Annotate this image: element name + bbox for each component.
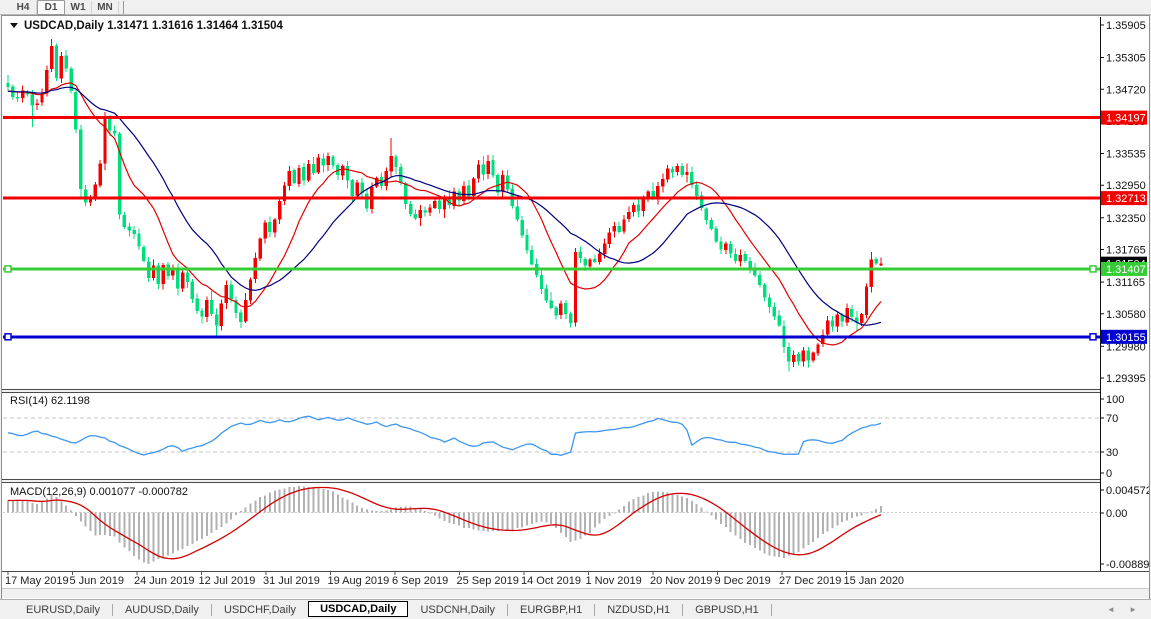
date-label: 31 Jul 2019 [263, 575, 320, 587]
rsi-axis-label: 30 [1106, 447, 1118, 459]
macd-label: MACD(12,26,9) 0.001077 -0.000782 [10, 486, 188, 498]
tab-gbpusd[interactable]: GBPUSD,H1 [695, 603, 759, 616]
toolbar-separator [123, 0, 124, 14]
hline-handle[interactable] [1089, 333, 1097, 341]
tab-separator [111, 603, 113, 616]
macd-signal-line [8, 486, 882, 560]
tab-eurgbp[interactable]: EURGBP,H1 [520, 603, 583, 616]
date-label: 12 Jul 2019 [199, 575, 256, 587]
chart-tab-bar: EURUSD,Daily AUDUSD,Daily USDCHF,Daily USDC… [0, 599, 1151, 619]
tab-usdcad[interactable]: USDCAD,Daily [308, 601, 409, 617]
chart-window: USDCAD,Daily 1.31471 1.31616 1.31464 1.3… [1, 15, 1150, 600]
price-badge-support-green [1101, 261, 1147, 276]
tab-scroll-arrows[interactable]: ◄ ► [1106, 605, 1143, 614]
tab-eurusd[interactable]: EURUSD,Daily [26, 603, 100, 616]
rsi-axis-label: 0 [1106, 468, 1112, 480]
hline-handle[interactable] [4, 333, 12, 341]
date-axis[interactable]: 17 May 2019 5 Jun 2019 24 Jun 2019 12 Jul 2… [5, 572, 904, 587]
axis-tick-label: 1.33535 [1106, 149, 1146, 161]
tab-separator [507, 603, 509, 616]
date-label: 14 Oct 2019 [521, 575, 581, 587]
date-label: 20 Nov 2019 [650, 575, 712, 587]
rsi-axis-label: 100 [1106, 394, 1124, 406]
axis-tick-label: 1.34720 [1106, 84, 1146, 96]
timeframe-button-w1[interactable]: W1 [65, 0, 92, 14]
axis-tick-label: 1.29395 [1106, 373, 1146, 385]
symbol-title: USDCAD,Daily 1.31471 1.31616 1.31464 1.3… [24, 20, 284, 32]
macd-axis-label: -0.008893 [1106, 559, 1149, 571]
date-label: 15 Jan 2020 [844, 575, 905, 587]
price-badge-support-blue-text: 1.30155 [1106, 332, 1146, 344]
tab-separator [682, 603, 684, 616]
date-label: 9 Dec 2019 [715, 575, 771, 587]
hline-handle[interactable] [1089, 265, 1097, 273]
price-badge-resistance-2 [1101, 191, 1147, 206]
date-label: 6 Sep 2019 [392, 575, 448, 587]
timeframe-button-d1[interactable]: D1 [37, 0, 65, 15]
macd-pane[interactable] [3, 485, 1100, 565]
macd-axis-label: 0.004572 [1106, 485, 1149, 497]
timeframe-toolbar: H4 D1 W1 MN [0, 0, 1151, 15]
date-label: 24 Jun 2019 [134, 575, 195, 587]
date-label: 17 May 2019 [5, 575, 69, 587]
price-axis[interactable]: 1.359051.353051.347201.341351.335351.329… [1100, 16, 1149, 571]
tab-nzdusd[interactable]: NZDUSD,H1 [607, 603, 671, 616]
chart-title: USDCAD,Daily 1.31471 1.31616 1.31464 1.3… [10, 20, 284, 32]
axis-tick-label: 1.29980 [1106, 341, 1146, 353]
ma-slow-line [7, 86, 882, 326]
tab-usdcnh[interactable]: USDCNH,Daily [420, 603, 496, 616]
date-label: 19 Aug 2019 [328, 575, 390, 587]
axis-tick-label: 1.31765 [1106, 245, 1146, 257]
price-badge-support-blue [1101, 329, 1147, 344]
date-label: 5 Jun 2019 [70, 575, 124, 587]
date-label: 27 Dec 2019 [779, 575, 841, 587]
date-label: 25 Sep 2019 [457, 575, 519, 587]
hline-handle[interactable] [4, 265, 12, 273]
tab-separator [210, 603, 212, 616]
chart-area[interactable]: USDCAD,Daily 1.31471 1.31616 1.31464 1.3… [2, 16, 1149, 598]
rsi-axis-label: 70 [1106, 413, 1118, 425]
axis-tick-label: 1.31165 [1106, 277, 1145, 289]
tab-audusd[interactable]: AUDUSD,Daily [124, 603, 199, 616]
timeframe-button-h4[interactable]: H4 [10, 0, 37, 14]
rsi-pane[interactable] [3, 415, 1100, 456]
rsi-line [7, 415, 882, 456]
rsi-label: RSI(14) 62.1198 [10, 395, 90, 407]
date-label: 1 Nov 2019 [586, 575, 642, 587]
axis-tick-label: 1.32950 [1106, 180, 1146, 192]
axis-tick-label: 1.32350 [1106, 213, 1146, 225]
tab-usdchf[interactable]: USDCHF,Daily [223, 603, 297, 616]
timeframe-button-mn[interactable]: MN [92, 0, 119, 14]
tab-separator [770, 603, 772, 616]
price-badge-resistance-1 [1101, 110, 1147, 125]
tab-separator [594, 603, 596, 616]
axis-tick-label: 1.35305 [1106, 53, 1146, 65]
price-badge-resistance-2-text: 1.32713 [1106, 193, 1146, 205]
price-badge-support-green-text: 1.31407 [1106, 264, 1146, 276]
price-badge-resistance-1-text: 1.34197 [1106, 113, 1146, 125]
candlestick-series [6, 38, 883, 372]
axis-tick-label: 1.30580 [1106, 309, 1146, 321]
macd-axis-label: 0.00 [1106, 508, 1127, 520]
axis-tick-label: 1.35905 [1106, 20, 1146, 32]
